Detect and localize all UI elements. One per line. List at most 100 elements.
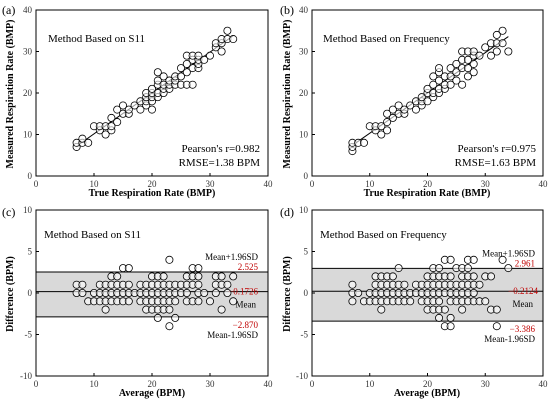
data-point [446,322,455,331]
lower-limit-label: Mean-1.96SD [207,330,258,340]
data-point [446,272,455,281]
x-tick-label: 10 [365,379,375,389]
data-point [394,101,403,110]
data-point [411,105,420,114]
panel-c-bland-altman: (c) Method Based on S11 Average (BPM) Di… [2,205,273,399]
data-point [481,297,490,306]
x-axis-label: Average (BPM) [119,388,185,399]
data-point [492,305,501,314]
data-point [463,72,472,81]
data-point [354,288,363,297]
data-point [423,97,432,106]
x-tick-label: 10 [90,179,100,189]
y-tick-label: 40 [23,5,33,15]
panel-b-scatter: (b) Method Based on Frequency Pearson's … [280,3,548,199]
data-point [194,297,203,306]
data-point [435,313,444,322]
data-point [124,105,133,114]
data-point [475,280,484,289]
y-tick-label: -5 [301,330,309,340]
data-point [463,264,472,273]
data-point [136,105,145,114]
data-point [348,297,357,306]
x-tick-label: 30 [206,179,216,189]
panel-d-bland-altman: (d) Method Based on Frequency Average (B… [280,205,548,399]
x-tick-label: 0 [34,379,39,389]
y-tick-label: 0 [28,171,33,181]
y-tick-label: 0 [304,171,309,181]
data-point [446,255,455,264]
data-point [463,64,472,73]
upper-limit-label: Mean+1.96SD [482,248,535,258]
data-point [429,80,438,89]
data-point [188,80,197,89]
data-point [406,297,415,306]
x-tick-label: 20 [423,179,433,189]
y-tick-label: 10 [299,130,309,140]
data-point [423,84,432,93]
data-point [504,47,513,56]
data-point [101,130,110,139]
data-point [458,305,467,314]
data-point [446,72,455,81]
data-point [171,313,180,322]
mean-value: −0.1726 [228,287,258,297]
data-point [223,280,232,289]
upper-limit-value: 2.525 [238,262,259,272]
data-point [153,68,162,77]
data-point [217,272,226,281]
mean-label: Mean [513,299,534,309]
data-point [469,272,478,281]
x-tick-label: 30 [481,379,491,389]
data-point [458,80,467,89]
data-point [435,76,444,85]
upper-limit-label: Mean+1.96SD [205,252,258,262]
y-tick-label: 0 [28,288,33,298]
data-point [469,68,478,77]
panel-letter: (d) [280,205,294,219]
rmse-label: RMSE=1.63 BPM [455,157,537,169]
lower-limit-value: −2.870 [233,320,259,330]
data-point [377,305,386,314]
data-point [124,264,133,273]
upper-limit-value: 2.961 [515,258,535,268]
lower-limit-label: Mean-1.96SD [484,334,535,344]
x-tick-label: 20 [423,379,433,389]
panel-letter: (c) [2,205,15,219]
panel-letter: (a) [2,3,15,17]
data-point [487,272,496,281]
y-axis-label: Difference (BPM) [5,256,16,332]
data-point [475,51,484,60]
lower-limit-value: −3.386 [510,324,536,334]
data-point [147,84,156,93]
data-point [182,59,191,68]
data-point [84,138,93,147]
data-point [498,39,507,48]
data-point [107,113,116,122]
panel-title: Method Based on S11 [48,33,145,45]
data-point [78,288,87,297]
x-tick-label: 20 [148,379,158,389]
data-point [78,280,87,289]
y-tick-label: -10 [20,371,32,381]
x-tick-label: 10 [90,379,100,389]
data-point [498,255,507,264]
data-point [130,101,139,110]
y-tick-label: 20 [23,88,33,98]
data-point [217,47,226,56]
data-point [124,297,133,306]
pearson-label: Pearson's r=0.982 [182,143,260,155]
data-point [463,55,472,64]
y-tick-label: 10 [299,205,309,215]
data-point [200,288,209,297]
mean-label: Mean [236,300,257,310]
data-point [165,305,174,314]
data-point [194,51,203,60]
data-point [229,297,238,306]
data-point [377,130,386,139]
data-point [171,297,180,306]
data-point [452,59,461,68]
rmse-label: RMSE=1.38 BPM [179,157,261,169]
data-point [159,272,168,281]
